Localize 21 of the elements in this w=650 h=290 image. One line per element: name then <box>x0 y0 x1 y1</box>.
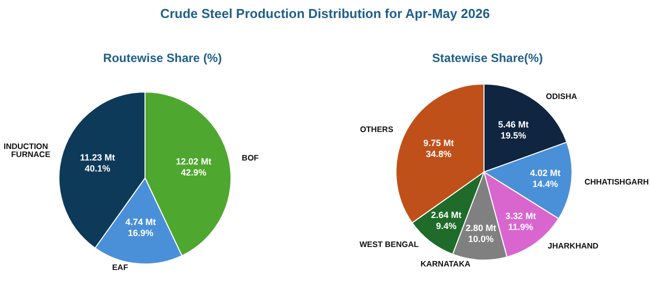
text: Crude Steel Production Distribution for Apr-May 2026 <box>159 6 491 21</box>
slice-label: INDUCTION FURNACE <box>4 142 51 160</box>
data-label: 3.32 Mt 11.9% <box>505 210 536 232</box>
slice-label: OTHERS <box>360 125 394 134</box>
data-label: 9.75 Mt 34.8% <box>423 138 454 160</box>
slice-label: JHARKHAND <box>548 241 599 250</box>
data-label: 12.02 Mt 42.9% <box>176 156 212 178</box>
data-label: 4.74 Mt 16.9% <box>125 217 156 238</box>
slice-label: EAF <box>112 263 128 272</box>
data-label: 2.64 Mt 9.4% <box>430 210 462 232</box>
slice-label: WEST BENGAL <box>360 240 419 250</box>
slice-label: CHHATISHGARH <box>584 177 649 186</box>
chart-title: Routewise Share (%) <box>103 51 222 65</box>
data-label: 2.80 Mt 10.0% <box>466 223 496 244</box>
slice-label: BOF <box>242 154 259 163</box>
data-label: 11.23 Mt 40.1% <box>80 152 116 174</box>
chart-title: Statewise Share(%) <box>432 51 543 65</box>
data-label: 4.02 Mt 14.4% <box>530 168 561 190</box>
slice-label: ODISHA <box>546 92 578 102</box>
slice-label: KARNATAKA <box>420 259 471 268</box>
data-label: 5.46 Mt 19.5% <box>498 120 529 141</box>
